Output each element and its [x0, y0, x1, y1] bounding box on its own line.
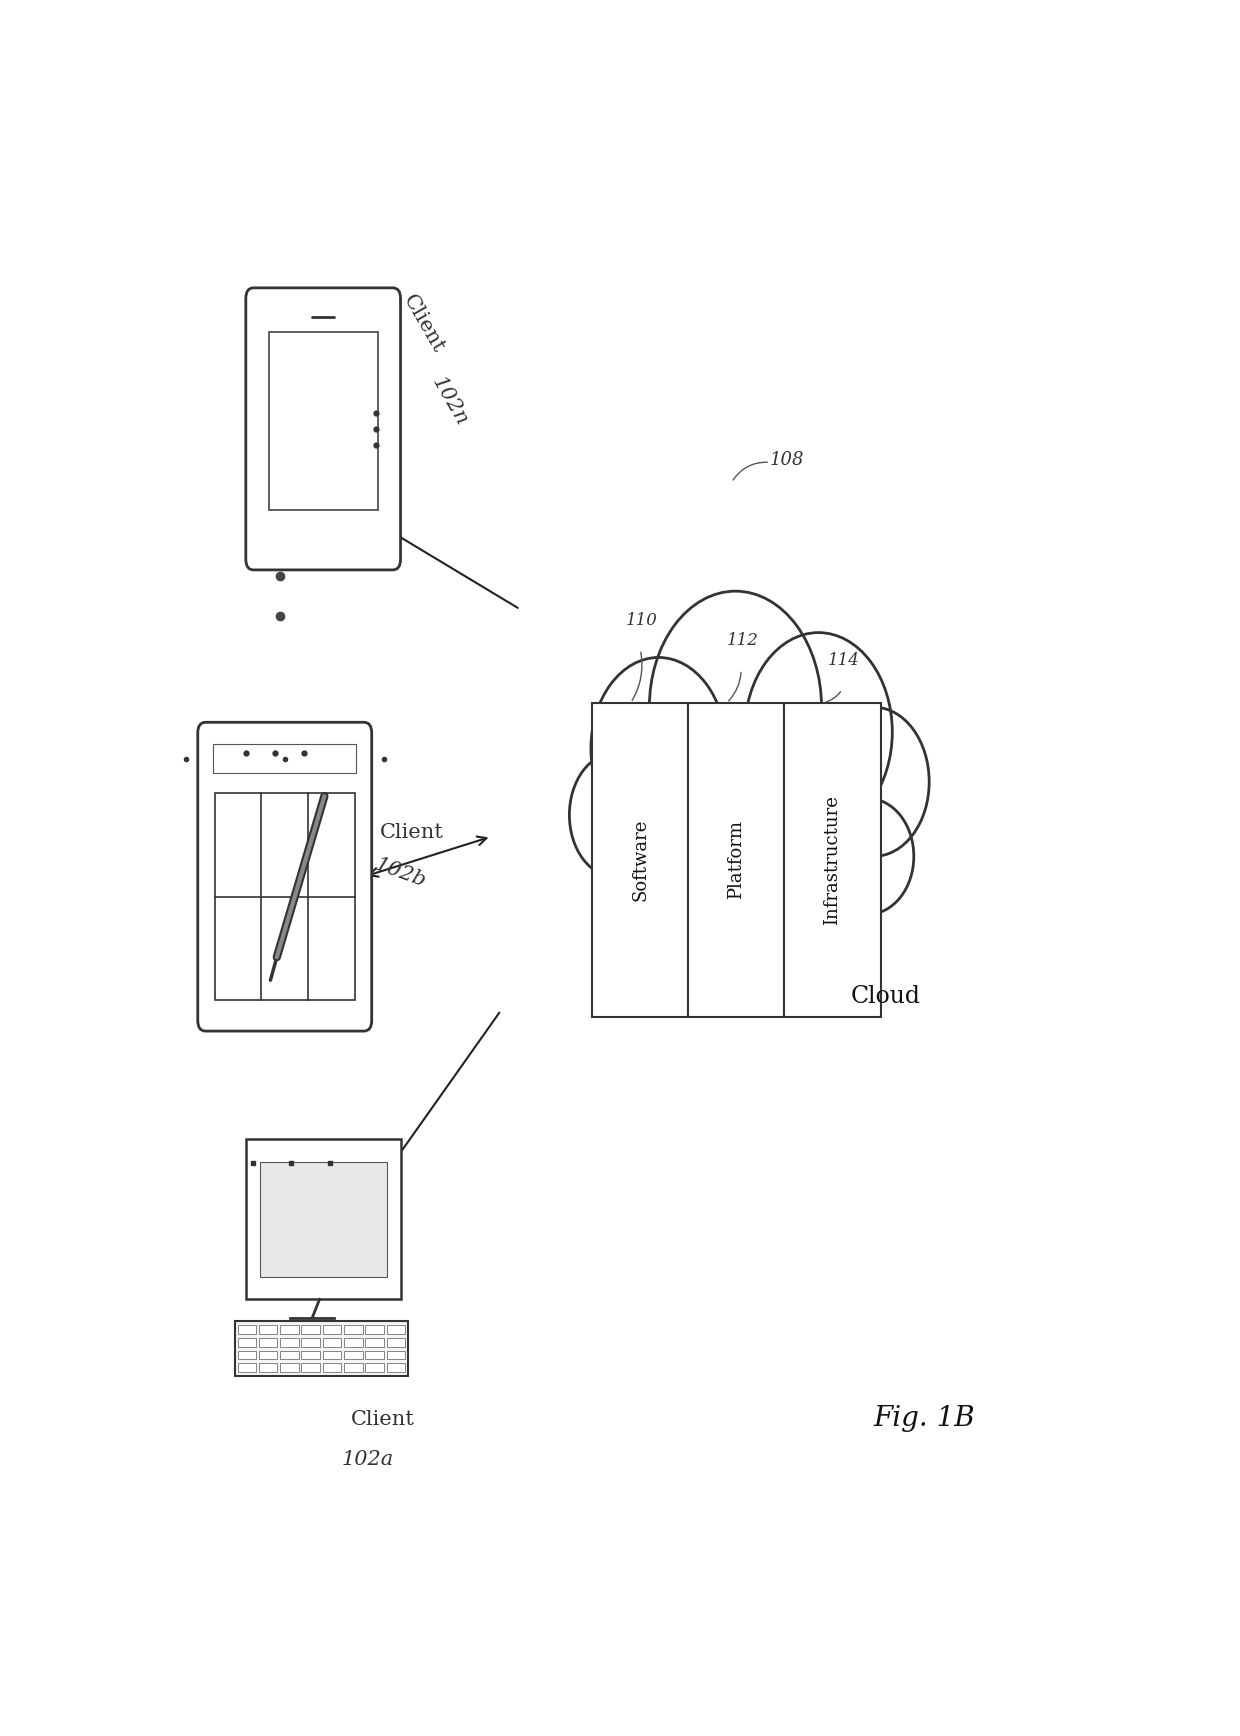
Text: 102n: 102n: [428, 373, 471, 429]
Ellipse shape: [822, 799, 914, 915]
Text: 114: 114: [828, 653, 859, 670]
FancyBboxPatch shape: [259, 1338, 278, 1347]
FancyBboxPatch shape: [345, 1325, 362, 1333]
FancyBboxPatch shape: [238, 1338, 255, 1347]
FancyBboxPatch shape: [593, 703, 688, 1017]
FancyBboxPatch shape: [197, 722, 372, 1031]
FancyBboxPatch shape: [259, 1363, 278, 1371]
Text: Client: Client: [399, 292, 448, 356]
FancyBboxPatch shape: [345, 1351, 362, 1359]
FancyBboxPatch shape: [259, 1351, 278, 1359]
FancyBboxPatch shape: [238, 1325, 255, 1333]
FancyBboxPatch shape: [322, 1351, 341, 1359]
FancyBboxPatch shape: [366, 1338, 384, 1347]
FancyBboxPatch shape: [301, 1363, 320, 1371]
Text: Client: Client: [351, 1410, 414, 1429]
FancyBboxPatch shape: [238, 1363, 255, 1371]
Text: Platform: Platform: [728, 821, 745, 899]
FancyBboxPatch shape: [213, 745, 356, 773]
FancyBboxPatch shape: [259, 1325, 278, 1333]
FancyBboxPatch shape: [234, 1321, 408, 1377]
Ellipse shape: [596, 799, 702, 930]
Ellipse shape: [591, 658, 727, 840]
FancyBboxPatch shape: [322, 1363, 341, 1371]
FancyBboxPatch shape: [322, 1338, 341, 1347]
FancyBboxPatch shape: [387, 1338, 405, 1347]
FancyBboxPatch shape: [238, 1351, 255, 1359]
FancyBboxPatch shape: [246, 1139, 401, 1299]
Text: Cloud: Cloud: [851, 986, 920, 1009]
Text: Infrastructure: Infrastructure: [823, 795, 842, 925]
FancyBboxPatch shape: [246, 288, 401, 569]
Ellipse shape: [569, 753, 662, 877]
Ellipse shape: [745, 632, 893, 832]
FancyBboxPatch shape: [322, 1325, 341, 1333]
FancyBboxPatch shape: [215, 793, 355, 1000]
FancyBboxPatch shape: [280, 1338, 299, 1347]
FancyBboxPatch shape: [366, 1363, 384, 1371]
FancyBboxPatch shape: [280, 1325, 299, 1333]
Text: Client: Client: [379, 823, 444, 842]
FancyBboxPatch shape: [280, 1351, 299, 1359]
FancyBboxPatch shape: [387, 1325, 405, 1333]
FancyBboxPatch shape: [387, 1363, 405, 1371]
Ellipse shape: [652, 832, 775, 963]
Ellipse shape: [818, 707, 929, 856]
FancyBboxPatch shape: [301, 1351, 320, 1359]
FancyBboxPatch shape: [387, 1351, 405, 1359]
FancyBboxPatch shape: [345, 1338, 362, 1347]
Text: Software: Software: [631, 819, 650, 901]
FancyBboxPatch shape: [269, 332, 377, 510]
FancyBboxPatch shape: [259, 1161, 387, 1278]
FancyBboxPatch shape: [785, 703, 880, 1017]
FancyBboxPatch shape: [301, 1338, 320, 1347]
Text: 110: 110: [626, 613, 657, 630]
Ellipse shape: [742, 828, 852, 951]
Text: 112: 112: [727, 632, 759, 649]
Text: 102a: 102a: [341, 1450, 393, 1469]
FancyBboxPatch shape: [280, 1363, 299, 1371]
Text: 108: 108: [770, 451, 805, 469]
FancyBboxPatch shape: [366, 1325, 384, 1333]
FancyBboxPatch shape: [688, 703, 785, 1017]
Text: Fig. 1B: Fig. 1B: [873, 1404, 975, 1432]
FancyBboxPatch shape: [366, 1351, 384, 1359]
Text: 102b: 102b: [372, 856, 428, 891]
FancyBboxPatch shape: [301, 1325, 320, 1333]
FancyBboxPatch shape: [345, 1363, 362, 1371]
Ellipse shape: [650, 592, 822, 823]
